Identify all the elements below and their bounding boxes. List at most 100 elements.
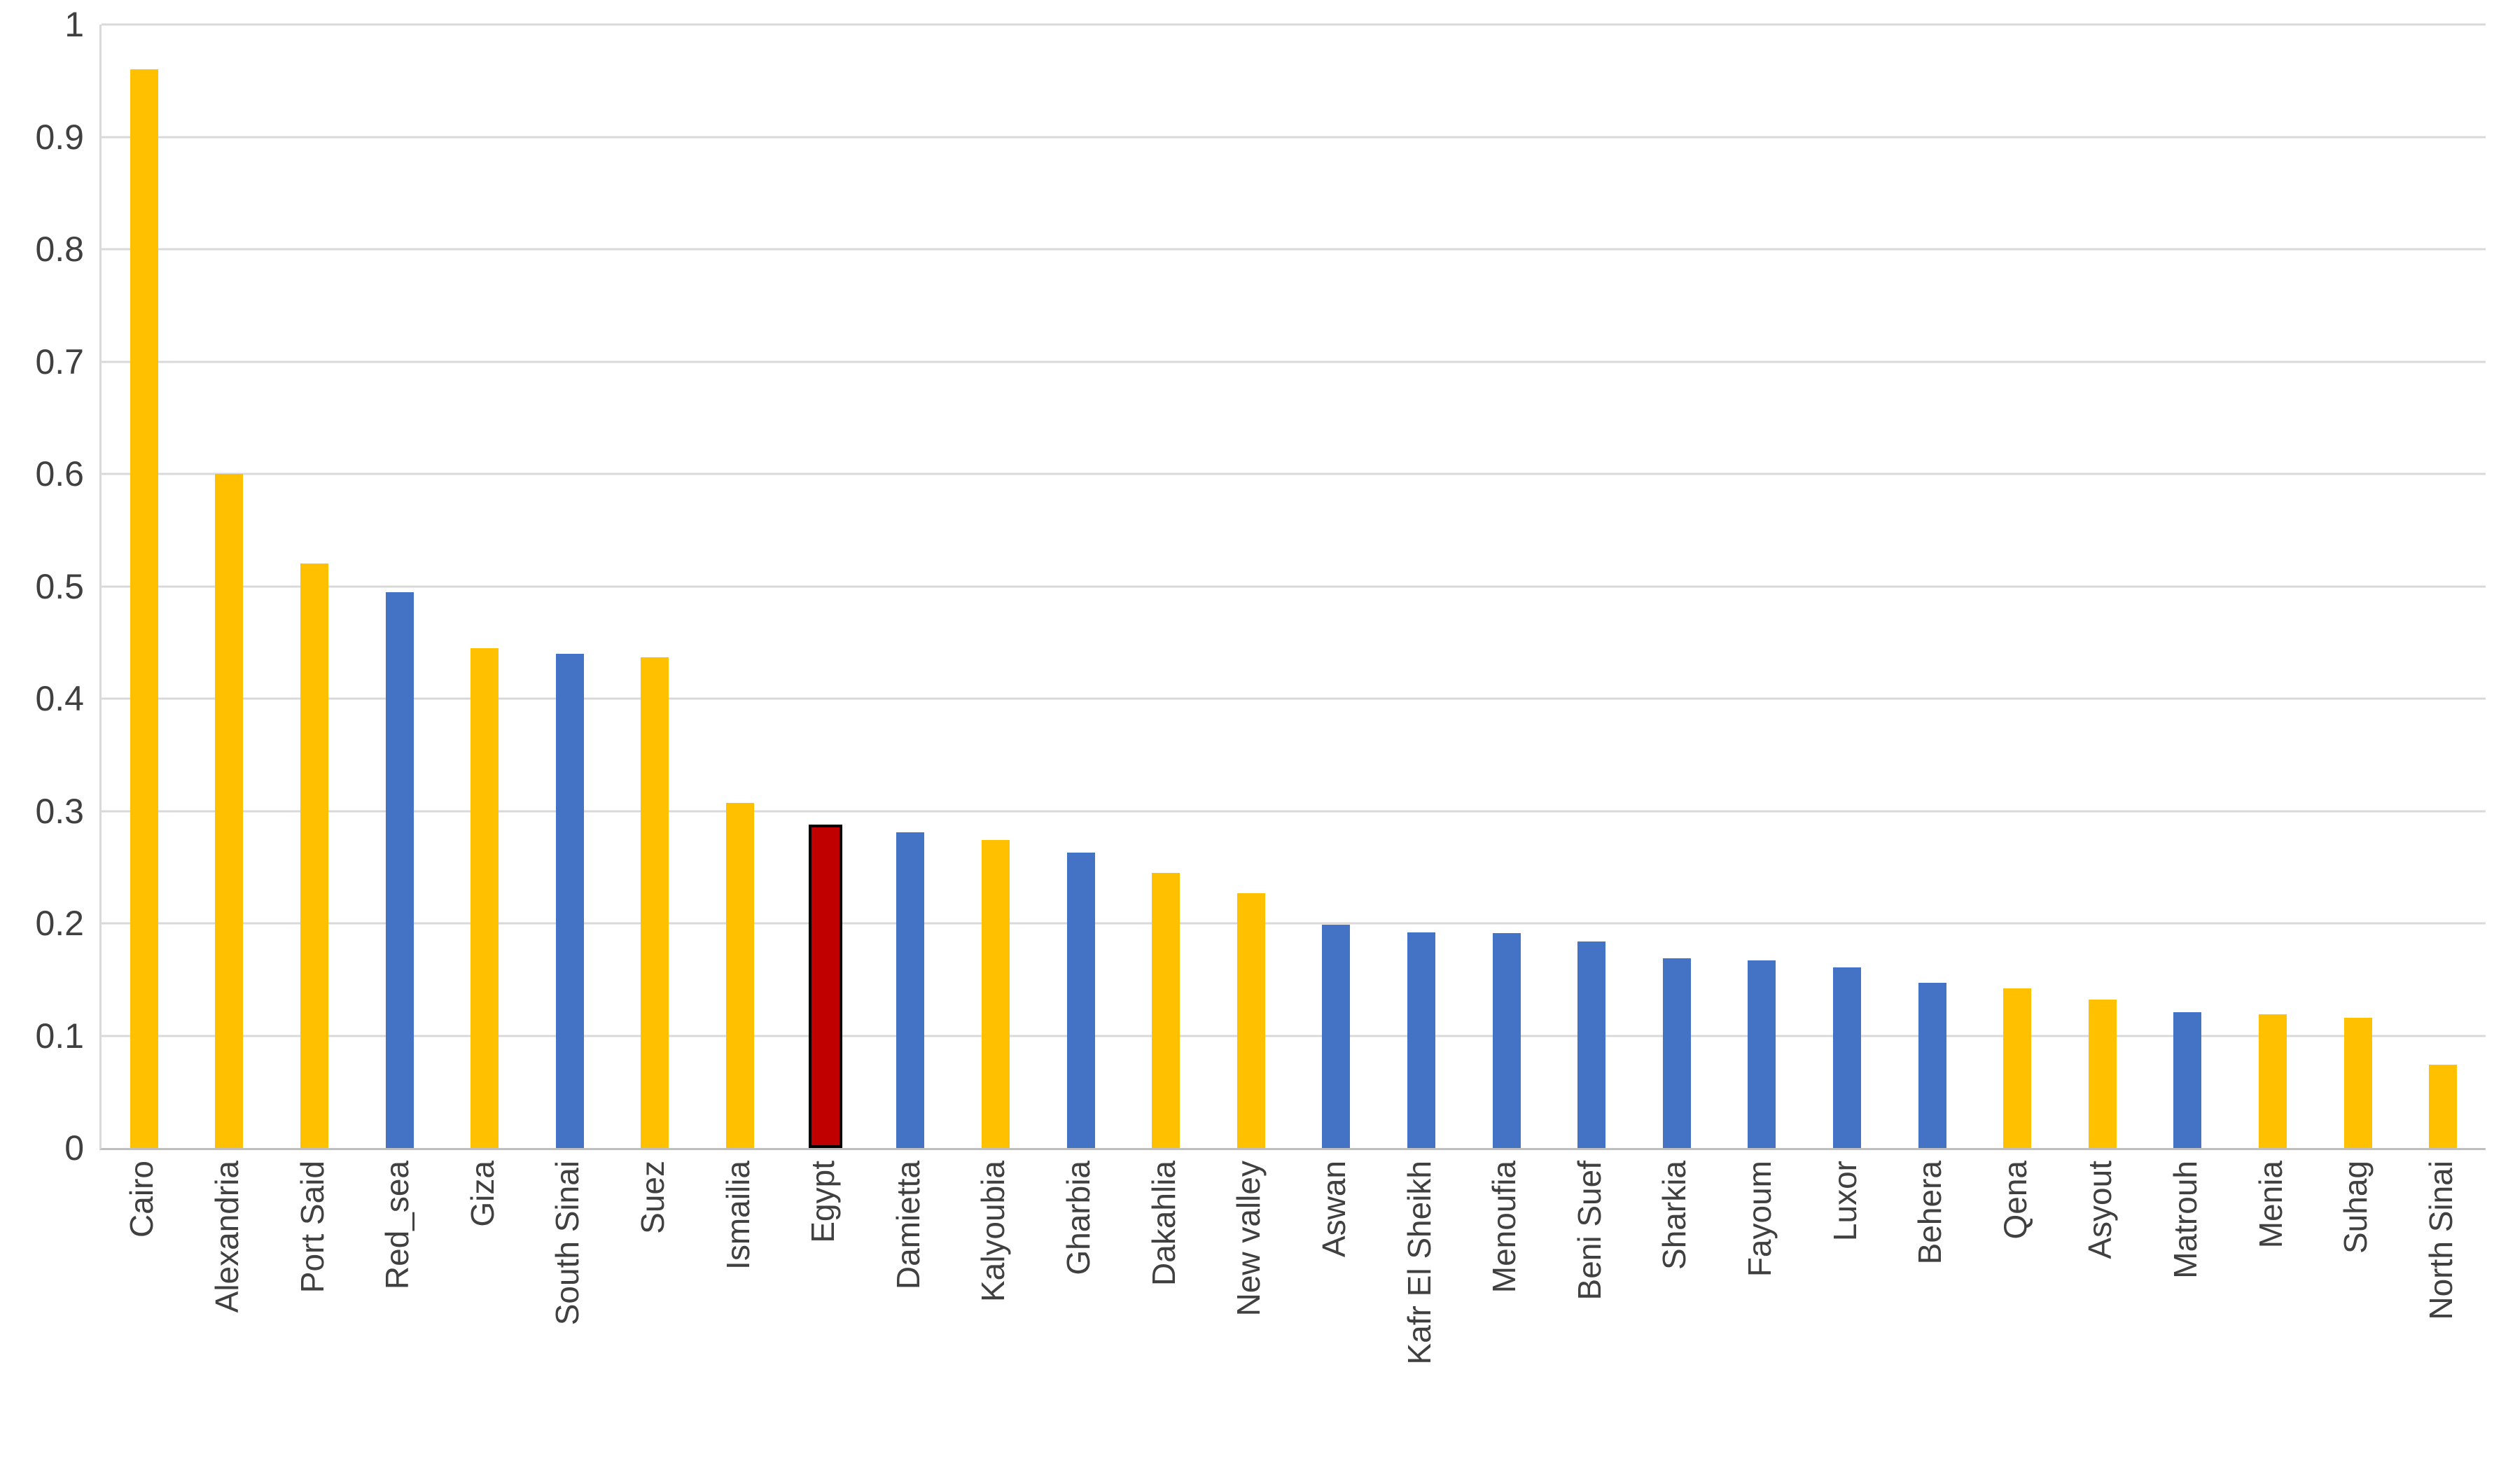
bar-suhag xyxy=(2343,1017,2372,1148)
x-slot: Asyout xyxy=(2058,1161,2143,1483)
bar-north-sinai xyxy=(2429,1065,2458,1148)
bar-slot xyxy=(1634,24,1720,1148)
x-tick-label: Menoufia xyxy=(1486,1161,1523,1294)
x-tick-label: Behera xyxy=(1911,1161,1949,1265)
bar-slot xyxy=(697,24,783,1148)
gridline xyxy=(102,1035,2486,1037)
x-tick-label: Fayoum xyxy=(1741,1161,1778,1278)
x-slot: Damietta xyxy=(865,1161,951,1483)
x-tick-label: Beni Suef xyxy=(1570,1161,1608,1301)
bar-beni-suef xyxy=(1577,941,1606,1148)
x-tick-label: South Sinai xyxy=(549,1161,586,1326)
bar-qena xyxy=(2003,988,2032,1148)
bar-matrouh xyxy=(2173,1011,2202,1148)
bar-slot xyxy=(272,24,357,1148)
bar-egypt xyxy=(808,824,842,1148)
gridline xyxy=(102,136,2486,138)
bar-damietta xyxy=(896,832,925,1148)
y-tick-label: 0.9 xyxy=(35,117,84,157)
bar-giza xyxy=(471,648,499,1148)
x-tick-label: Kalyoubia xyxy=(975,1161,1012,1303)
x-slot: Luxor xyxy=(1802,1161,1888,1483)
x-tick-label: Luxor xyxy=(1826,1161,1863,1242)
x-slot: Fayoum xyxy=(1718,1161,1803,1483)
x-tick-label: Red_sea xyxy=(379,1161,416,1290)
x-tick-label: Cairo xyxy=(123,1161,160,1238)
gridline xyxy=(102,23,2486,26)
bar-menia xyxy=(2259,1014,2287,1148)
x-tick-label: Suhag xyxy=(2337,1161,2374,1254)
y-tick-label: 1 xyxy=(64,5,84,44)
x-slot: Egypt xyxy=(781,1161,866,1483)
x-slot: Ismailia xyxy=(695,1161,781,1483)
x-slot: Alexandria xyxy=(185,1161,270,1483)
bar-slot xyxy=(1464,24,1549,1148)
x-tick-label: Ismailia xyxy=(719,1161,756,1270)
y-tick-label: 0.3 xyxy=(35,791,84,831)
x-tick-label: Sharkia xyxy=(1656,1161,1693,1270)
x-slot: Behera xyxy=(1888,1161,1973,1483)
bar-sharkia xyxy=(1662,958,1691,1148)
bar-red-sea xyxy=(385,592,414,1148)
bar-new-valley xyxy=(1236,892,1265,1148)
y-tick-label: 0.8 xyxy=(35,230,84,269)
x-tick-label: Port Said xyxy=(293,1161,330,1294)
bar-slot xyxy=(102,24,187,1148)
x-slot: Kalyoubia xyxy=(951,1161,1036,1483)
bar-menoufia xyxy=(1492,933,1521,1148)
x-slot: Red_sea xyxy=(355,1161,440,1483)
bar-cairo xyxy=(130,69,158,1148)
x-tick-label: Egypt xyxy=(804,1161,842,1243)
x-slot: Cairo xyxy=(99,1161,185,1483)
gridline xyxy=(102,248,2486,251)
x-slot: Dakahlia xyxy=(1121,1161,1206,1483)
x-slot: Qena xyxy=(1972,1161,2058,1483)
bar-slot xyxy=(1208,24,1294,1148)
bar-slot xyxy=(868,24,953,1148)
y-tick-label: 0.4 xyxy=(35,679,84,718)
x-tick-label: Asyout xyxy=(2082,1161,2119,1259)
bar-slot xyxy=(187,24,272,1148)
bar-dakahlia xyxy=(1152,872,1180,1148)
x-slot: Port Said xyxy=(270,1161,355,1483)
x-tick-label: North Sinai xyxy=(2422,1161,2459,1320)
x-slot: Aswan xyxy=(1292,1161,1377,1483)
bar-slot xyxy=(1123,24,1208,1148)
x-slot: Suez xyxy=(611,1161,696,1483)
bar-slot xyxy=(2230,24,2315,1148)
bar-slot xyxy=(1379,24,1464,1148)
x-slot: Matrouh xyxy=(2143,1161,2229,1483)
bar-slot xyxy=(527,24,613,1148)
x-tick-label: Kafr El Sheikh xyxy=(1400,1161,1437,1365)
bar-slot xyxy=(783,24,868,1148)
bar-slot xyxy=(1549,24,1634,1148)
bar-gharbia xyxy=(1066,852,1095,1148)
x-tick-label: Damietta xyxy=(889,1161,926,1290)
x-slot: Beni Suef xyxy=(1547,1161,1632,1483)
x-tick-label: Suez xyxy=(634,1161,671,1234)
x-slot: Menoufia xyxy=(1462,1161,1547,1483)
bar-aswan xyxy=(1322,924,1351,1148)
bar-slot xyxy=(613,24,698,1148)
bar-suez xyxy=(641,657,669,1148)
plot-area xyxy=(99,23,2486,1150)
bar-kalyoubia xyxy=(981,840,1010,1148)
x-tick-label: Dakahlia xyxy=(1145,1161,1182,1286)
bar-slot xyxy=(953,24,1038,1148)
bar-slot xyxy=(1294,24,1379,1148)
x-tick-label: Aswan xyxy=(1315,1161,1352,1258)
bar-fayoum xyxy=(1748,960,1776,1148)
bar-slot xyxy=(357,24,443,1148)
x-slot: Menia xyxy=(2228,1161,2313,1483)
x-slot: Kafr El Sheikh xyxy=(1377,1161,1462,1483)
y-tick-label: 0.5 xyxy=(35,566,84,606)
x-tick-label: Giza xyxy=(464,1161,501,1227)
gridline xyxy=(102,922,2486,925)
y-axis-labels: 0 0.1 0.2 0.3 0.4 0.5 0.6 0.7 0.8 0.9 1 xyxy=(0,7,84,1166)
x-tick-label: Gharbia xyxy=(1060,1161,1097,1275)
bar-slot xyxy=(2145,24,2231,1148)
x-tick-label: Alexandria xyxy=(208,1161,245,1313)
bar-luxor xyxy=(1832,967,1861,1148)
gridline xyxy=(102,360,2486,363)
